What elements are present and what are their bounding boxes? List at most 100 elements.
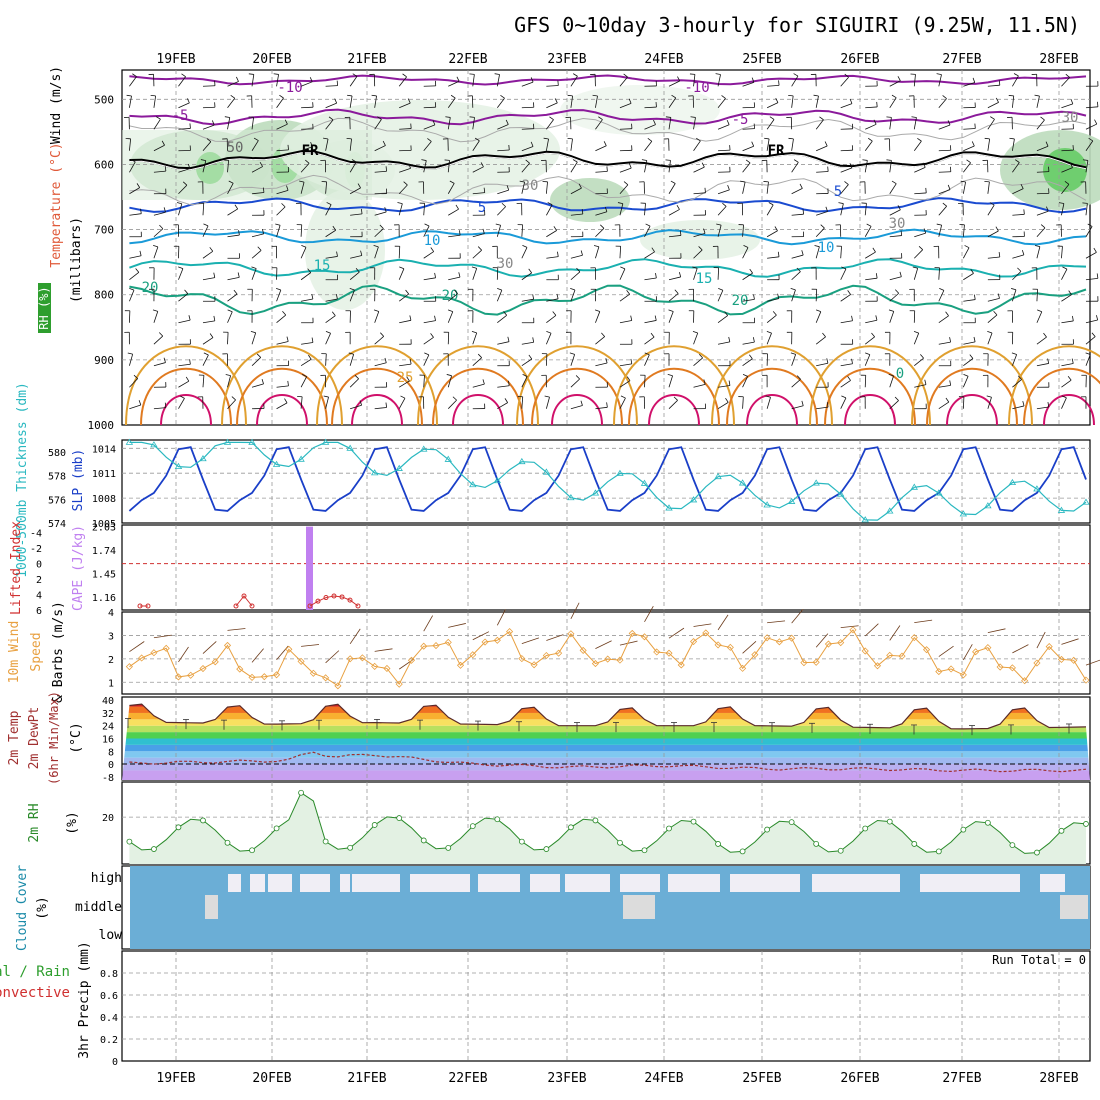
slp-thickness-panel: 574 576 578 580 1005 1008 1011 1014 — [48, 438, 1091, 530]
y-axis-label-part: Wind (m/s) — [49, 66, 64, 144]
wind-barb — [251, 250, 262, 259]
wind-barb-flag — [225, 374, 231, 377]
wind-barb-flag — [458, 272, 461, 278]
contour-warm-loop — [331, 367, 423, 426]
wind-barb — [595, 640, 612, 649]
contour-minus5 — [129, 108, 1087, 126]
wind-barb-flag — [923, 228, 927, 234]
wind-barb-flag — [334, 98, 338, 104]
wind-barb-flag — [862, 159, 868, 161]
wind-barb-flag — [287, 380, 289, 386]
wind-barb-flag — [917, 137, 922, 142]
wind-barb — [742, 181, 746, 194]
wind-barb — [448, 623, 466, 628]
wind-barb — [129, 272, 140, 281]
wind-barb-flag — [399, 266, 405, 270]
wind-barb-flag — [445, 116, 451, 118]
wind-barb-flag — [522, 374, 528, 377]
wind-barb-flag — [360, 250, 363, 256]
cloud-clear-cell — [812, 874, 900, 892]
wind-barb — [595, 119, 603, 130]
wind-barb — [938, 74, 942, 87]
wind-barb-flag — [897, 76, 901, 81]
wind-barb — [1036, 311, 1043, 323]
cloud-clear-cell — [920, 874, 1020, 892]
wind-barb — [815, 246, 820, 259]
wind-barb — [889, 183, 897, 194]
wind-barb — [129, 378, 138, 388]
cape-li-panel: -4 -2 0 2 4 6 1.16 1.45 1.74 2.03 — [30, 523, 1091, 617]
wind-barb-flag — [623, 73, 628, 78]
wind-barb — [619, 184, 629, 195]
wind-barb — [570, 602, 580, 619]
wind-point — [346, 655, 354, 663]
wind-barb — [325, 353, 327, 366]
wind-barb-flag — [592, 94, 598, 97]
wind-barb — [693, 166, 705, 173]
cape-grid — [122, 525, 1090, 610]
temp-tick-label: -8 — [102, 773, 114, 784]
wind-barb-flag — [477, 246, 482, 251]
wind-barb — [595, 170, 608, 173]
wind-barb-flag — [328, 116, 334, 121]
wind-barb-flag — [913, 330, 919, 334]
wind-barb-flag — [651, 247, 655, 253]
date-label: 21FEB — [347, 52, 386, 67]
wind-barb-flag — [1040, 116, 1045, 121]
wind-point — [469, 651, 477, 659]
wind-barb — [742, 162, 751, 173]
wind-barb — [251, 140, 259, 151]
wind-barb-flag — [1085, 352, 1091, 355]
wind-barb — [1012, 271, 1022, 281]
wind-barb — [521, 396, 524, 409]
temp-band — [122, 744, 1090, 752]
wind-barb — [791, 162, 799, 173]
wind-barb-flag — [912, 266, 918, 269]
wind-barb-flag — [504, 398, 508, 403]
wind-barb — [325, 138, 329, 151]
wind-barb — [300, 272, 311, 281]
wind-barb-flag — [129, 288, 135, 291]
wind-point — [739, 664, 747, 672]
li-point — [249, 603, 255, 609]
wind-barb-flag — [866, 223, 872, 227]
wind-barb — [1061, 379, 1072, 388]
wind-barb — [644, 605, 654, 623]
wind-point — [861, 647, 869, 655]
wind-barb-flag — [751, 77, 755, 83]
wind-barb — [717, 614, 729, 631]
wind-barb-flag — [606, 166, 608, 172]
contour-warm-loop — [1023, 367, 1100, 426]
wind-barb-flag — [628, 98, 632, 104]
wind-barb-flag — [150, 94, 156, 97]
wind-barb-flag — [742, 373, 748, 377]
wind-barb — [815, 227, 825, 238]
wind-barb — [619, 76, 628, 87]
y-axis-label-part: Cloud Cover — [15, 865, 30, 951]
li-point — [137, 603, 143, 609]
wind-barb-flag — [532, 337, 535, 343]
wind-barb-flag — [209, 333, 214, 338]
wind-barb — [766, 102, 779, 109]
wind-barb — [1036, 246, 1041, 259]
thickness-line — [129, 441, 1087, 521]
wind-barb — [202, 225, 209, 237]
wind-barb-flag — [380, 332, 385, 337]
wind-point — [1045, 642, 1053, 651]
wind-barb-flag — [348, 352, 354, 355]
wind-barb — [889, 209, 901, 216]
rh-point — [543, 846, 550, 852]
wind-point — [174, 673, 183, 681]
rh-point — [911, 841, 918, 847]
wind-point — [260, 673, 268, 681]
wind-barb — [889, 292, 899, 302]
wind-barb-flag — [335, 294, 338, 300]
wind-barb — [251, 357, 261, 367]
temp-axis: -8 0 816 24 32 40 — [102, 696, 114, 784]
wind-barb — [178, 268, 184, 280]
wind-barb — [938, 149, 951, 152]
wind-barb — [325, 315, 336, 324]
wind-barb-flag — [227, 309, 233, 313]
wind-barb — [766, 230, 778, 238]
